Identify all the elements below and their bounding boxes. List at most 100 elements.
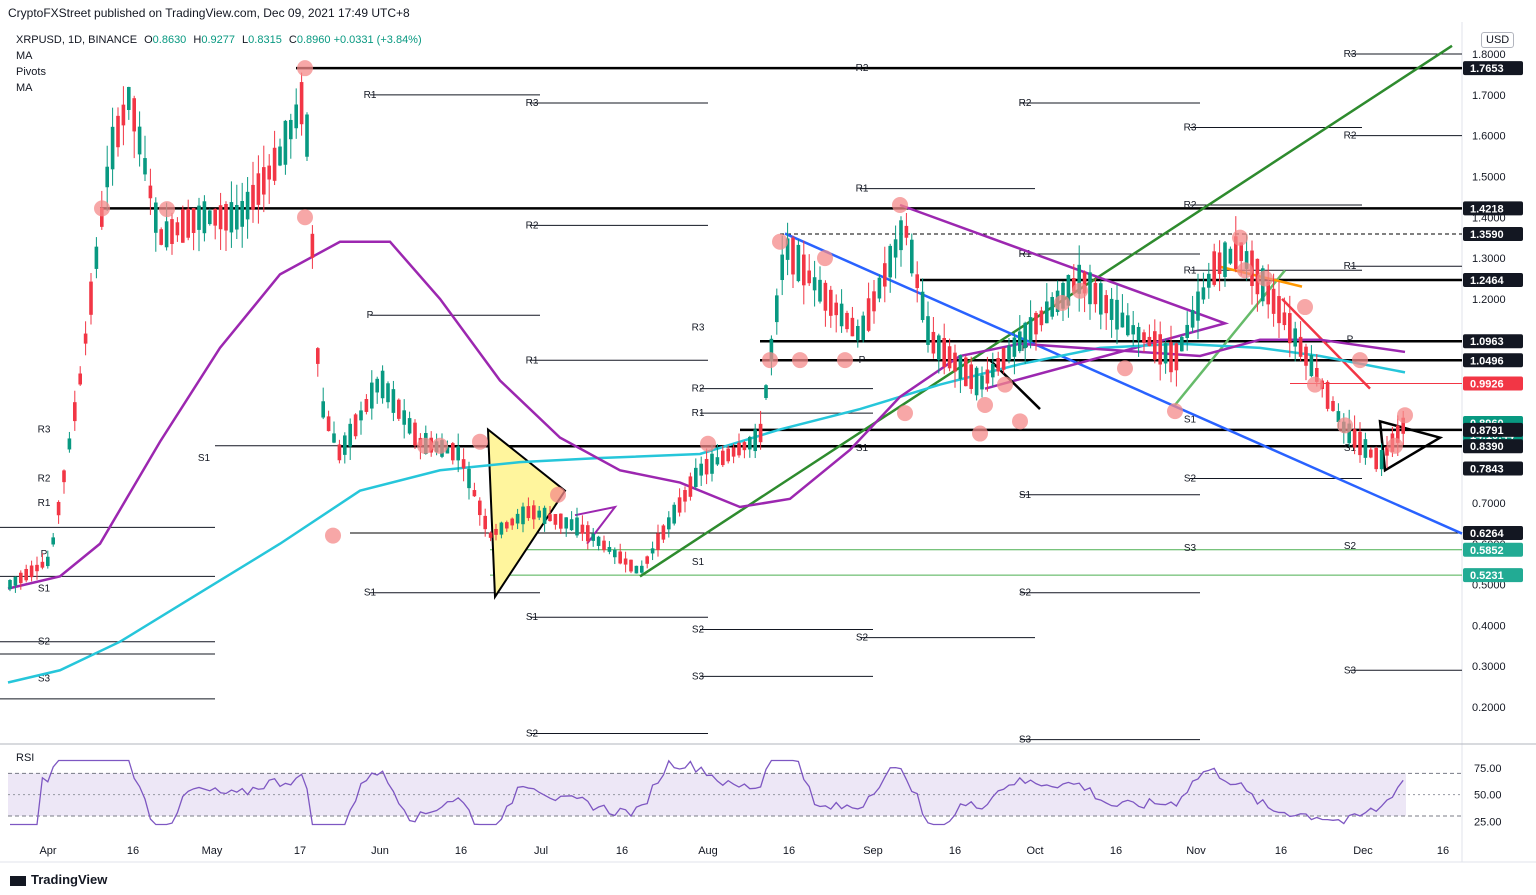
open-value: 0.8630	[152, 34, 187, 46]
close-value: 0.8960	[296, 34, 331, 46]
candle-body	[229, 202, 234, 233]
candle-body	[137, 126, 142, 155]
candle-body	[672, 504, 676, 524]
candle-body	[1201, 287, 1206, 300]
candle-body	[575, 517, 579, 536]
candle-body	[326, 416, 331, 432]
pivot-label: S1	[692, 557, 705, 568]
candle-body	[305, 114, 309, 157]
candle-body	[667, 517, 671, 530]
price-tick-label: 1.7000	[1472, 90, 1506, 102]
pivot-label: R2	[1184, 200, 1197, 211]
candle-body	[1396, 425, 1400, 443]
candle-body	[197, 205, 201, 230]
candle-body	[451, 443, 455, 461]
price-tick-label: 1.6000	[1472, 131, 1506, 143]
candle-body	[1298, 336, 1303, 357]
candle-body	[370, 382, 374, 409]
candle-body	[1401, 417, 1405, 434]
candle-body	[348, 423, 352, 447]
highlight-marker	[837, 352, 853, 369]
candle-body	[1093, 282, 1098, 305]
candle-body	[1369, 449, 1373, 458]
candle-body	[1045, 301, 1049, 324]
candle-body	[645, 556, 649, 564]
candle-body	[1082, 272, 1087, 294]
indicator-pivots[interactable]: Pivots	[16, 66, 46, 78]
candle-body	[159, 229, 163, 245]
candle-body	[899, 220, 903, 251]
candle-body	[1180, 336, 1184, 352]
price-tick-label: 0.5000	[1472, 580, 1506, 592]
indicator-ma-1[interactable]: MA	[16, 50, 33, 62]
pivot-label: S1	[38, 584, 51, 595]
candle-body	[505, 522, 509, 529]
candle-body	[1115, 299, 1119, 330]
tradingview-logo[interactable]: TradingView	[10, 872, 107, 887]
candle-body	[893, 239, 898, 258]
red-downtrend	[1281, 298, 1371, 390]
candle-body	[121, 104, 126, 126]
candle-body	[8, 580, 12, 590]
candle-body	[1077, 264, 1081, 294]
candle-body	[613, 549, 617, 558]
highlight-marker	[472, 433, 488, 450]
candle-body	[877, 277, 882, 299]
candle-body	[445, 446, 450, 454]
candle-body	[1379, 450, 1384, 470]
candle-body	[656, 533, 660, 551]
price-tick-label: 0.2000	[1472, 702, 1506, 714]
rsi-line	[10, 759, 1404, 826]
pivot-label: R1	[364, 90, 377, 101]
candle-body	[1315, 367, 1319, 382]
pivot-label: S2	[1019, 588, 1032, 599]
time-tick-label: May	[202, 845, 223, 857]
price-tick-label: 0.7000	[1472, 498, 1506, 510]
candle-body	[926, 316, 930, 345]
candle-body	[78, 373, 82, 385]
candle-body	[704, 458, 709, 475]
pivot-label: R1	[1344, 261, 1357, 272]
legend-ohlc-row: XRPUSD, 1D, BINANCE O0.8630 H0.9277 L0.8…	[16, 32, 422, 48]
time-tick-label: 16	[127, 845, 139, 857]
candle-body	[780, 254, 784, 281]
pivot-label: S3	[38, 673, 51, 684]
candle-body	[1266, 281, 1270, 305]
highlight-marker	[897, 405, 913, 422]
candle-body	[953, 352, 957, 372]
pivot-label: S1	[198, 453, 211, 464]
candle-body	[553, 514, 558, 525]
candle-body	[213, 208, 217, 226]
legend-symbol[interactable]: XRPUSD, 1D, BINANCE	[16, 34, 138, 46]
candle-body	[985, 369, 990, 384]
candle-body	[29, 565, 34, 578]
highlight-marker	[1297, 299, 1313, 316]
highlight-marker	[792, 352, 808, 369]
pivot-label: R3	[1184, 122, 1197, 133]
candle-body	[1104, 295, 1108, 314]
time-tick-label: Jun	[371, 845, 389, 857]
candle-body	[1120, 312, 1125, 328]
pivot-label: R2	[38, 473, 51, 484]
indicator-ma-2[interactable]: MA	[16, 82, 33, 94]
pivot-label: S1	[526, 612, 539, 623]
candle-body	[834, 302, 838, 316]
yellow-triangle	[486, 427, 567, 600]
price-tick-label: 1.5000	[1472, 171, 1506, 183]
candle-body	[127, 86, 131, 110]
currency-button[interactable]: USD	[1481, 32, 1515, 48]
candle-body	[256, 173, 261, 205]
pivot-label: S2	[38, 637, 51, 648]
candle-body	[785, 238, 790, 260]
main-pane	[8, 22, 1462, 742]
rsi-pane-label: RSI	[16, 752, 35, 764]
price-badge-label: 1.7653	[1470, 63, 1504, 75]
time-tick-label: 16	[455, 845, 467, 857]
candle-body	[683, 490, 687, 502]
highlight-marker	[159, 201, 175, 218]
candle-body	[775, 295, 779, 323]
close-label: C	[288, 34, 297, 46]
candle-body	[1331, 401, 1335, 411]
time-tick-label: Nov	[1186, 845, 1206, 857]
